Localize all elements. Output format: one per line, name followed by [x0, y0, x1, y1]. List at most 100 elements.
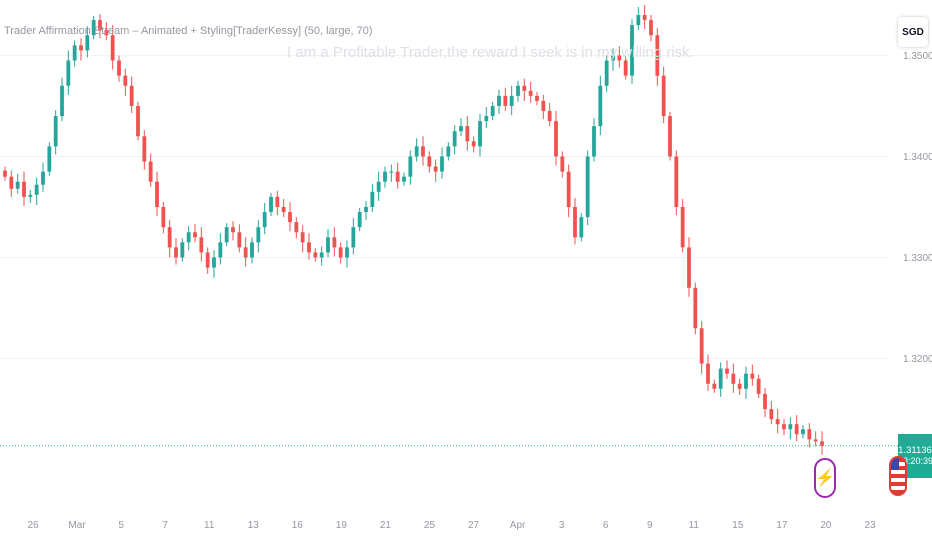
x-tick-label: 16 [292, 520, 304, 531]
x-tick-label: 11 [204, 520, 215, 531]
x-tick-label: 27 [468, 520, 480, 531]
candle [414, 146, 419, 157]
candle [744, 373, 748, 389]
candle [547, 111, 552, 122]
x-tick-label: 15 [732, 520, 744, 531]
candle [402, 176, 406, 182]
candle [712, 383, 717, 389]
candle [718, 368, 723, 389]
candle [364, 206, 368, 213]
candle [623, 60, 628, 76]
candle [123, 75, 128, 86]
candle [408, 156, 413, 177]
candle [174, 247, 178, 258]
candle [573, 206, 577, 238]
candle [351, 227, 356, 248]
candle [345, 247, 349, 258]
currency-button[interactable]: SGD [898, 17, 928, 47]
candle [269, 196, 273, 213]
candle [788, 424, 793, 430]
candle [47, 146, 52, 172]
candle [199, 237, 204, 253]
time-axis: 26 Mar 5 7 11 13 16 19 21 25 27 Apr 3 6 9 11 15 17 20 23 [27, 520, 876, 531]
candle [288, 212, 292, 223]
candle [737, 383, 742, 389]
candle [680, 206, 685, 248]
candle [275, 196, 280, 207]
x-tick-label: 3 [559, 520, 565, 531]
candle [554, 121, 558, 157]
candle [775, 419, 780, 425]
candle [300, 232, 305, 243]
candle [598, 85, 603, 127]
candle [528, 90, 533, 96]
candle [237, 232, 242, 248]
candle [332, 237, 337, 248]
candle [307, 242, 311, 253]
last-price-label: 1.31136 [898, 445, 932, 456]
candle [212, 257, 216, 268]
candle [110, 35, 115, 61]
candle [104, 30, 109, 36]
candle [231, 227, 235, 233]
candle [250, 242, 254, 258]
candle [459, 126, 463, 132]
candle [668, 116, 672, 157]
candle [750, 373, 755, 379]
candle [535, 95, 539, 101]
lightning-icon[interactable]: ⚡ [814, 458, 836, 498]
y-tick-label: 1.32000 [903, 354, 932, 365]
candle [186, 232, 191, 243]
candle [636, 15, 641, 26]
indicator-title[interactable]: Trader Affirmation Stream – Animated + S… [4, 25, 373, 37]
candle [566, 171, 571, 207]
candle [22, 181, 26, 197]
candle [34, 184, 39, 195]
candle [28, 194, 33, 197]
candle [478, 121, 482, 147]
x-tick-label: 25 [424, 520, 436, 531]
x-tick-label: 21 [380, 520, 392, 531]
candle [281, 206, 286, 213]
price-axis: 1.35000 1.34000 1.33000 1.32000 [903, 51, 932, 365]
x-tick-label: 26 [27, 520, 39, 531]
candle [72, 45, 77, 61]
candle [725, 368, 729, 374]
candle [585, 156, 590, 218]
x-tick-label: 19 [336, 520, 348, 531]
candle [674, 156, 679, 207]
x-tick-label: Apr [510, 520, 526, 531]
candle [446, 146, 451, 157]
candle [763, 393, 767, 410]
candle [161, 206, 166, 228]
candle [53, 116, 58, 147]
candle [155, 181, 159, 207]
candle [617, 55, 622, 61]
candle [611, 55, 615, 61]
candle [117, 60, 121, 76]
x-tick-label: 6 [603, 520, 609, 531]
candle [630, 25, 634, 76]
y-tick-label: 1.35000 [903, 51, 932, 62]
candle [3, 170, 7, 177]
candle [503, 95, 508, 106]
candle [243, 247, 248, 258]
candle [592, 126, 596, 157]
candle [79, 45, 83, 51]
candle [693, 287, 698, 329]
candle [484, 116, 489, 122]
x-tick-label: 20 [820, 520, 832, 531]
affirmation-text: I am a Profitable Trader,the reward I se… [287, 44, 694, 61]
candle [256, 227, 261, 243]
candle [319, 252, 324, 258]
candle [421, 146, 425, 157]
candle [389, 171, 394, 173]
candle [807, 429, 812, 440]
us-flag-icon[interactable] [889, 456, 907, 496]
candle [649, 20, 653, 36]
candle [465, 126, 470, 142]
candle [782, 424, 786, 430]
candle [15, 181, 20, 189]
candle [794, 424, 799, 435]
